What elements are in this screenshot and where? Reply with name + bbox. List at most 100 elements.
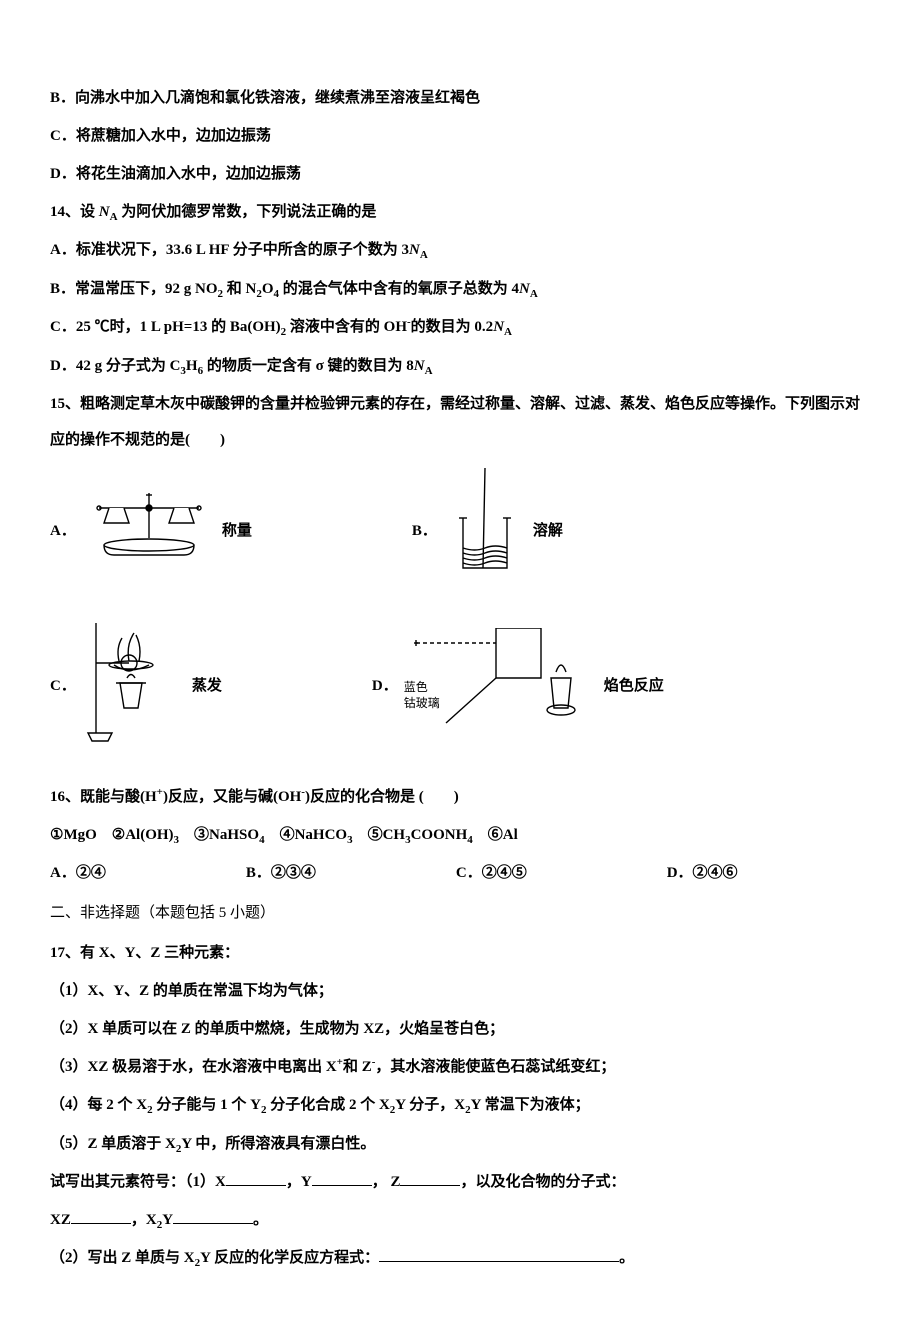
q15-optD-group: D． 蓝色 钴玻璃 焰色反应 [372, 628, 664, 743]
q17-p4-m2: 分子化合成 2 个 X [266, 1097, 389, 1113]
q14-NA-n: N [99, 204, 110, 220]
q15-row2: C． 蒸发 D． [50, 613, 870, 758]
evaporation-icon [84, 613, 184, 743]
blank-x2y[interactable] [173, 1206, 253, 1224]
q14-optA-n: N [409, 242, 420, 258]
q17-ask1-y: ，Y [286, 1174, 312, 1190]
blank-x[interactable] [226, 1168, 286, 1186]
q17-p4-post: Y 常温下为液体； [471, 1097, 590, 1113]
q14-optC-mid: 溶液中含有的 OH [286, 319, 407, 335]
q15-optA-label: 称量 [222, 513, 252, 549]
q16-ch-post: ⑥Al [473, 827, 518, 843]
q16-ch-pre: ①MgO ②Al(OH) [50, 827, 174, 843]
q16-stem-mid: )反应，又能与碱(OH [163, 789, 301, 805]
q16-stem: 16、既能与酸(H+)反应，又能与碱(OH-)反应的化合物是 ( ) [50, 779, 870, 815]
q17-p2: （2）X 单质可以在 Z 的单质中燃烧，生成物为 XZ，火焰呈苍白色； [50, 1011, 870, 1047]
q17-ask2-xz: XZ [50, 1212, 71, 1228]
q14-optA-text: A．标准状况下，33.6 L HF 分子中所含的原子个数为 3 [50, 242, 409, 258]
blank-equation[interactable] [379, 1244, 619, 1262]
q14-optB-sub: A [530, 288, 538, 300]
q17-ask2-post: Y [162, 1212, 173, 1228]
q17-p1: （1）X、Y、Z 的单质在常温下均为气体； [50, 973, 870, 1009]
q13-optC: C．将蔗糖加入水中，边加边振荡 [50, 118, 870, 154]
q16-optB: B．②③④ [246, 855, 316, 891]
q17-ask3-pre: （2）写出 Z 单质与 X [50, 1250, 195, 1266]
q15-optC-diagram [84, 613, 184, 758]
q14-optD-pre: D．42 g 分子式为 C [50, 358, 180, 374]
q15-stem: 15、粗略测定草木灰中碳酸钾的含量并检验钾元素的存在，需经过称量、溶解、过滤、蒸… [50, 386, 870, 458]
q15-row1: A． 称量 B． [50, 468, 870, 593]
blank-y[interactable] [312, 1168, 372, 1186]
q17-ask1: 试写出其元素符号：（1）X ，Y ， Z ，以及化合物的分子式： [50, 1164, 870, 1200]
q17-ask2-x2y: ，X [131, 1212, 157, 1228]
q15-optD-label: 焰色反应 [604, 668, 664, 704]
q15-optC-label: 蒸发 [192, 668, 222, 704]
q16-options: A．②④ B．②③④ C．②④⑤ D．②④⑥ [50, 855, 870, 891]
q17-p4-m3: Y 分子，X [395, 1097, 465, 1113]
q14-optD: D．42 g 分子式为 C3H6 的物质一定含有 σ 键的数目为 8NA [50, 348, 870, 384]
q14-stem-post: 为阿伏加德罗常数，下列说法正确的是 [118, 204, 377, 220]
q17-p5-post: Y 中，所得溶液具有漂白性。 [181, 1136, 375, 1152]
q16-optC: C．②④⑤ [456, 855, 527, 891]
q14-stem-pre: 14、设 [50, 204, 99, 220]
q14-optC-n: N [493, 319, 504, 335]
q16-stem-post: )反应的化合物是 ( ) [305, 789, 459, 805]
q14-optC-post: 的数目为 0.2 [411, 319, 494, 335]
q17-ask1-pre: 试写出其元素符号：（1）X [50, 1174, 226, 1190]
q15-optB-prefix: B． [412, 513, 437, 549]
q17-p3-mid: 和 Z [343, 1059, 372, 1075]
q14-optB: B．常温常压下，92 g NO2 和 N2O4 的混合气体中含有的氧原子总数为 … [50, 271, 870, 307]
q13-optB: B．向沸水中加入几滴饱和氯化铁溶液，继续煮沸至溶液呈红褐色 [50, 80, 870, 116]
q17-ask1-z: ， Z [372, 1174, 401, 1190]
q14-optA: A．标准状况下，33.6 L HF 分子中所含的原子个数为 3NA [50, 232, 870, 268]
q17-p3: （3）XZ 极易溶于水，在水溶液中电离出 X+和 Z-，其水溶液能使蓝色石蕊试纸… [50, 1049, 870, 1085]
q14-optA-sub: A [420, 249, 428, 261]
section2-header: 二、非选择题（本题包括 5 小题） [50, 895, 870, 931]
q15-optD-anno1: 蓝色 [404, 680, 440, 696]
q15-optD-diagram: 蓝色 钴玻璃 [406, 628, 596, 743]
q17-p5: （5）Z 单质溶于 X2Y 中，所得溶液具有漂白性。 [50, 1126, 870, 1162]
q14-optC-sub: A [504, 326, 512, 338]
q15-optA-prefix: A． [50, 513, 76, 549]
q15-optA-group: A． 称量 [50, 483, 252, 578]
q14-stem: 14、设 NA 为阿伏加德罗常数，下列说法正确的是 [50, 194, 870, 230]
q15-optA-diagram [84, 483, 214, 578]
q17-stem: 17、有 X、Y、Z 三种元素： [50, 935, 870, 971]
q15-optB-group: B． 溶解 [412, 468, 563, 593]
q16-optA: A．②④ [50, 855, 106, 891]
q17-ask2-end: 。 [253, 1212, 268, 1228]
q16-choices: ①MgO ②Al(OH)3 ③NaHSO4 ④NaHCO3 ⑤CH3COONH4… [50, 817, 870, 853]
blank-xz[interactable] [71, 1206, 131, 1224]
q17-p5-pre: （5）Z 单质溶于 X [50, 1136, 176, 1152]
q13-optD: D．将花生油滴加入水中，边加边振荡 [50, 156, 870, 192]
q14-optD-mid: H [186, 358, 198, 374]
q16-ch-m4: COONH [411, 827, 468, 843]
q14-optC-pre: C．25 ℃时，1 L pH=13 的 Ba(OH) [50, 319, 281, 335]
q14-optD-post: 的物质一定含有 σ 键的数目为 8 [203, 358, 414, 374]
q17-p3-pre: （3）XZ 极易溶于水，在水溶液中电离出 X [50, 1059, 337, 1075]
q14-optB-mid: 和 N [223, 281, 256, 297]
q15-optC-group: C． 蒸发 [50, 613, 222, 758]
q15-optB-label: 溶解 [533, 513, 563, 549]
q14-optD-n: N [414, 358, 425, 374]
flame-test-icon [406, 628, 596, 728]
q17-ask2: XZ，X2Y。 [50, 1202, 870, 1238]
blank-z[interactable] [400, 1168, 460, 1186]
q17-p4: （4）每 2 个 X2 分子能与 1 个 Y2 分子化合成 2 个 X2Y 分子… [50, 1087, 870, 1123]
q14-optD-sub: A [425, 365, 433, 377]
q14-optC: C．25 ℃时，1 L pH=13 的 Ba(OH)2 溶液中含有的 OH-的数… [50, 309, 870, 345]
q17-p4-m1: 分子能与 1 个 Y [153, 1097, 261, 1113]
q15-optD-prefix: D． [372, 668, 398, 704]
q16-ch-m1: ③NaHSO [179, 827, 259, 843]
q17-p3-post: ，其水溶液能使蓝色石蕊试纸变红； [375, 1059, 615, 1075]
q14-optB-n: N [519, 281, 530, 297]
q14-optB-mid2: O [262, 281, 274, 297]
q17-ask3-end: 。 [619, 1250, 634, 1266]
q17-ask1-post: ，以及化合物的分子式： [460, 1174, 625, 1190]
q16-ch-m2: ④NaHCO [265, 827, 348, 843]
q14-NA-a: A [110, 211, 118, 223]
q16-stem-pre: 16、既能与酸(H [50, 789, 157, 805]
q15-optD-anno2: 钴玻璃 [404, 696, 440, 712]
q14-optB-pre: B．常温常压下，92 g NO [50, 281, 218, 297]
q15-optB-diagram [445, 468, 525, 593]
